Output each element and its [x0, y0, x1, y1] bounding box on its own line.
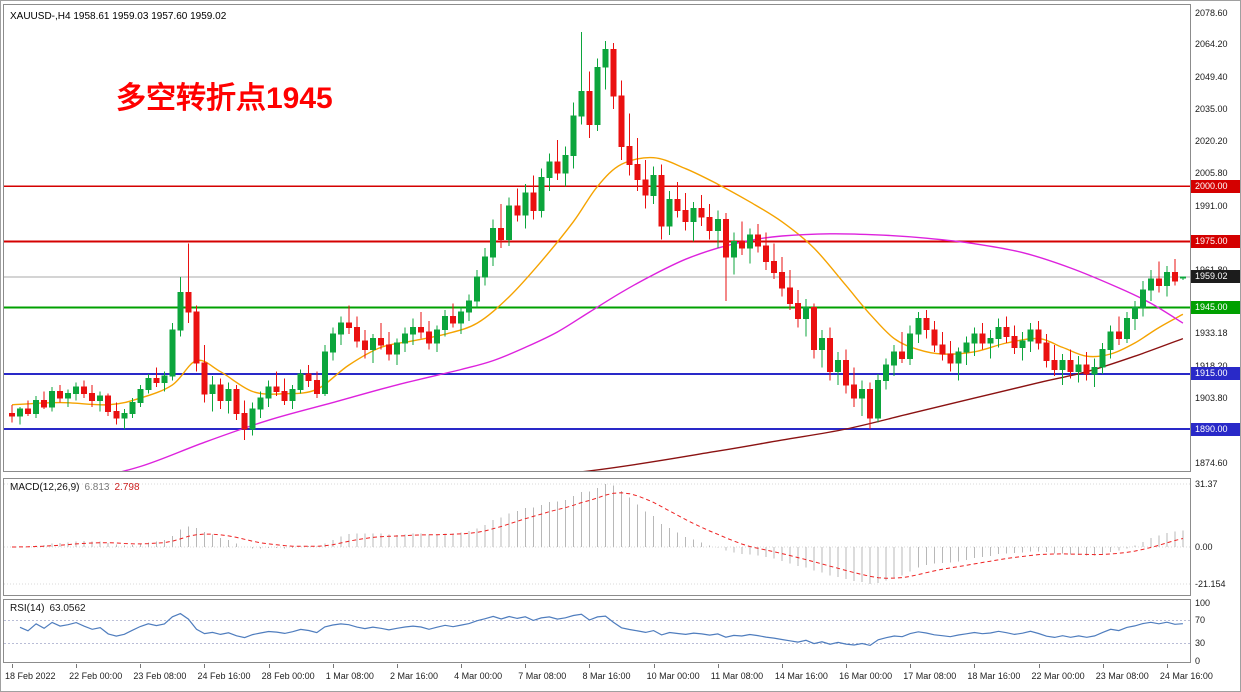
- macd-signal-line: [11, 492, 1184, 579]
- time-scale-label: 17 Mar 08:00: [903, 671, 957, 681]
- price-scale-label: 1961.80: [1195, 265, 1228, 276]
- time-tick: [781, 664, 783, 668]
- price-scale-label: 2020.20: [1195, 136, 1228, 147]
- macd-histogram: [19, 484, 1184, 584]
- price-level-badge-2000.00: 2000.00: [1191, 179, 1240, 193]
- time-scale-label: 10 Mar 00:00: [646, 671, 700, 681]
- rsi-panel[interactable]: RSI(14) 63.0562: [3, 599, 1191, 663]
- time-scale-label: 23 Feb 08:00: [133, 671, 187, 681]
- time-tick: [12, 664, 13, 668]
- macd-scale-label: -21.154: [1195, 578, 1226, 589]
- macd-signal-value: 2.798: [114, 482, 140, 493]
- time-tick: [910, 664, 912, 668]
- chart-ohlc-header: XAUUSD-,H4 1958.61 1959.03 1957.60 1959.…: [10, 11, 227, 22]
- time-scale-label: 4 Mar 00:00: [454, 671, 503, 681]
- time-tick: [76, 664, 78, 668]
- time-tick: [717, 664, 719, 668]
- price-scale-label: 2078.60: [1195, 7, 1228, 18]
- time-tick: [140, 664, 142, 668]
- time-tick: [396, 664, 398, 668]
- macd-scale-label: 0.00: [1195, 541, 1213, 552]
- price-scale-label: 1874.60: [1195, 457, 1228, 468]
- rsi-canvas[interactable]: [4, 600, 1190, 662]
- time-scale-label: 16 Mar 00:00: [839, 671, 893, 681]
- ma-fast-line: [11, 156, 1184, 406]
- ma-mid-line: [121, 233, 1184, 471]
- time-tick: [268, 664, 270, 668]
- macd-label-text: MACD(12,26,9): [10, 482, 80, 493]
- time-scale-label: 8 Mar 16:00: [582, 671, 631, 681]
- time-tick: [846, 664, 848, 668]
- rsi-scale-label: 0: [1195, 655, 1201, 666]
- price-level-badge-1915.00: 1915.00: [1191, 367, 1240, 381]
- price-scale-label: 1903.80: [1195, 393, 1228, 404]
- macd-indicator-label: MACD(12,26,9) 6.813 2.798: [10, 482, 145, 493]
- time-scale-label: 2 Mar 16:00: [389, 671, 438, 681]
- price-scale-label: 2035.00: [1195, 103, 1228, 114]
- rsi-scale-label: 100: [1195, 597, 1211, 608]
- price-scale-label: 1918.20: [1195, 361, 1228, 372]
- time-scale-label: 28 Feb 00:00: [261, 671, 315, 681]
- ma-slow-line: [582, 337, 1184, 471]
- time-scale-label: 1 Mar 08:00: [325, 671, 374, 681]
- time-tick: [332, 664, 334, 668]
- price-scale-label: 2049.40: [1195, 71, 1228, 82]
- time-tick: [204, 664, 206, 668]
- macd-scale-label: 31.37: [1195, 478, 1218, 489]
- time-tick: [525, 664, 527, 668]
- time-scale[interactable]: 18 Feb 2022 22 Feb 00:00 23 Feb 08:00 24 Fe…: [1, 664, 1240, 691]
- price-chart-canvas[interactable]: [4, 5, 1190, 471]
- time-scale-label: 11 Mar 08:00: [710, 671, 764, 681]
- time-scale-label: 24 Mar 16:00: [1159, 671, 1213, 681]
- macd-panel[interactable]: MACD(12,26,9) 6.813 2.798: [3, 478, 1191, 596]
- time-tick: [461, 664, 463, 668]
- current-price-badge: 1959.02: [1191, 270, 1240, 284]
- time-scale-label: 23 Mar 08:00: [1095, 671, 1149, 681]
- time-tick: [653, 664, 655, 668]
- rsi-indicator-label: RSI(14) 63.0562: [10, 603, 91, 614]
- price-scale-label: 1933.18: [1195, 328, 1228, 339]
- time-tick: [974, 664, 976, 668]
- time-scale-label: 18 Feb 2022: [5, 671, 56, 681]
- bearish-candles: [9, 43, 1178, 441]
- time-scale-label: 22 Feb 00:00: [69, 671, 123, 681]
- time-scale-label: 7 Mar 08:00: [518, 671, 567, 681]
- rsi-scale[interactable]: 100 70 30 0: [1191, 597, 1240, 666]
- time-tick: [1102, 664, 1104, 668]
- price-scale[interactable]: 2078.60 2064.20 2049.40 2035.00 2020.20 2005.…: [1191, 4, 1240, 472]
- text-annotation[interactable]: 多空转折点1945: [116, 82, 333, 115]
- price-level-badge-1975.00: 1975.00: [1191, 235, 1240, 249]
- time-scale-label: 14 Mar 16:00: [774, 671, 828, 681]
- price-scale-label: 2005.80: [1195, 168, 1228, 179]
- bullish-candles: [17, 32, 1186, 436]
- price-chart-panel[interactable]: XAUUSD-,H4 1958.61 1959.03 1957.60 1959.…: [3, 4, 1191, 472]
- price-scale-label: 1991.00: [1195, 200, 1228, 211]
- time-scale-label: 22 Mar 00:00: [1031, 671, 1085, 681]
- time-tick: [1038, 664, 1040, 668]
- rsi-scale-label: 70: [1195, 614, 1206, 625]
- time-scale-label: 24 Feb 16:00: [197, 671, 251, 681]
- price-level-badge-1890.00: 1890.00: [1191, 422, 1240, 436]
- rsi-scale-label: 30: [1195, 638, 1206, 649]
- macd-canvas[interactable]: [4, 479, 1190, 595]
- price-scale-label: 2064.20: [1195, 39, 1228, 50]
- time-tick: [589, 664, 591, 668]
- macd-main-value: 6.813: [84, 482, 110, 493]
- rsi-value: 63.0562: [49, 603, 86, 614]
- time-tick: [1166, 664, 1168, 668]
- rsi-label-text: RSI(14): [10, 603, 45, 614]
- price-level-badge-1945.00: 1945.00: [1191, 301, 1240, 315]
- rsi-line: [19, 612, 1183, 647]
- time-scale-label: 18 Mar 16:00: [967, 671, 1021, 681]
- macd-scale[interactable]: 31.37 0.00 -21.154: [1191, 478, 1240, 596]
